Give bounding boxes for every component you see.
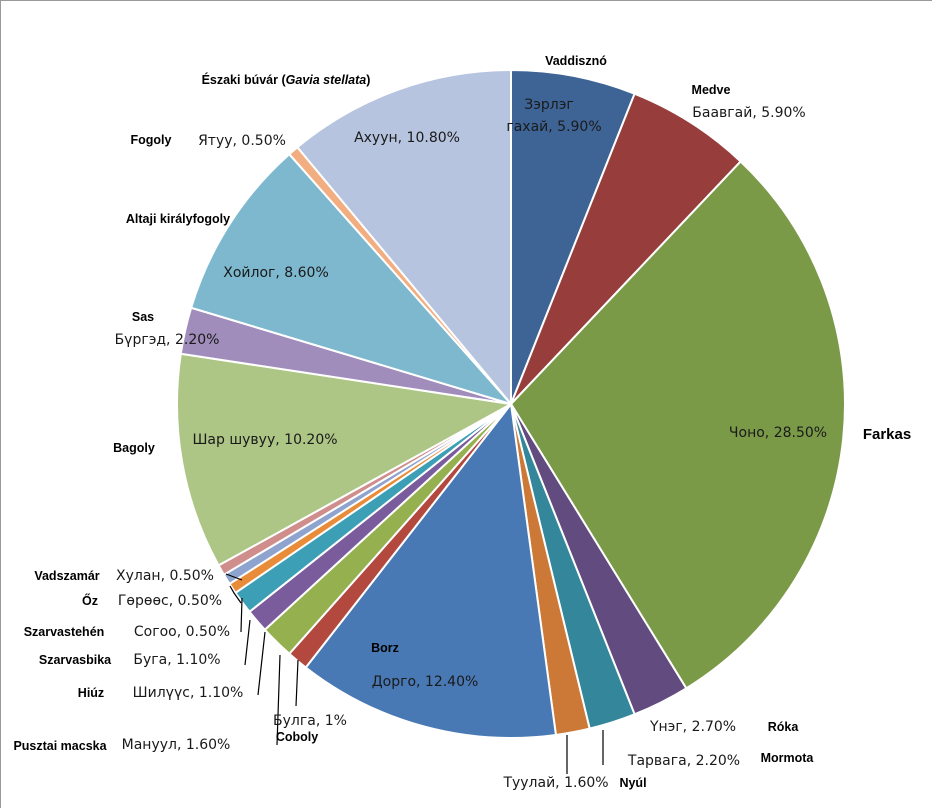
hu-label-eszaki-buvar: Északi búvár (Gavia stellata) [202, 72, 371, 87]
data-label-shiluus: Шилүүс, 1.10% [133, 685, 244, 701]
data-label-akhuun: Ахуун, 10.80% [354, 130, 460, 146]
data-label-tuulai: Туулай, 1.60% [502, 775, 608, 791]
data-label-burged: Бүргэд, 2.20% [115, 332, 220, 348]
leader-line-2 [229, 585, 242, 604]
hu-label-fogoly: Fogoly [131, 133, 172, 147]
data-label-manuul: Мануул, 1.60% [122, 737, 231, 753]
hu-label-sas: Sas [132, 310, 154, 324]
data-label-tarvaga: Тарвага, 2.20% [627, 753, 740, 769]
hu-label-bagoly: Bagoly [113, 441, 155, 455]
data-label-khulan: Хулан, 0.50% [116, 568, 214, 584]
leader-line-4 [244, 619, 251, 666]
leader-line-3 [240, 597, 243, 633]
hu-label-eszaki-buvar-part1: Északi búvár ( [202, 72, 287, 87]
hu-label-szarvasbika: Szarvasbika [39, 653, 112, 667]
data-label-chono: Чоно, 28.50% [729, 425, 827, 441]
hu-label-medve: Medve [692, 83, 731, 97]
pie-slice-3 [510, 160, 846, 690]
leader-line-1 [225, 573, 243, 581]
hu-label-altaji-kiralyfogoly: Altaji királyfogoly [126, 212, 230, 226]
data-label-yatuu: Ятуу, 0.50% [198, 133, 286, 149]
pie-slice-15 [176, 352, 512, 567]
hu-label-oz: Őz [82, 593, 98, 608]
data-label-goroos: Гөрөөс, 0.50% [118, 593, 222, 609]
leader-line-5 [257, 631, 266, 696]
data-label-zerleg-gahai-line1: Зэрлэг [524, 97, 574, 113]
hu-label-farkas: Farkas [863, 426, 911, 443]
hu-label-vadszamar: Vadszamár [34, 569, 99, 583]
leader-line-6 [276, 654, 281, 746]
hu-label-pusztai-macska: Pusztai macska [13, 739, 107, 753]
hu-label-roka: Róka [768, 720, 800, 734]
hu-label-vaddiszno: Vaddisznó [545, 54, 607, 68]
hu-label-coboly: Coboly [276, 730, 318, 744]
hu-label-borz: Borz [371, 641, 399, 655]
pie-slice-2 [510, 92, 742, 405]
pie-slice-1 [510, 69, 636, 405]
data-label-shar-shuvuu: Шар шувуу, 10.20% [192, 432, 337, 448]
data-label-dorgo: Дорго, 12.40% [372, 674, 479, 690]
pie-slice-7 [304, 403, 557, 739]
data-label-zerleg-gahai-line2: гахай, 5.90% [506, 119, 601, 135]
hu-label-eszaki-buvar-part3: ) [366, 73, 370, 87]
pie-slice-19 [296, 69, 512, 405]
hu-label-nyul: Nyúl [619, 776, 646, 790]
hu-label-hiuz: Hiúz [78, 686, 104, 700]
data-label-baavgai: Баавгай, 5.90% [692, 105, 805, 121]
data-label-sogoo: Согоо, 0.50% [134, 624, 230, 640]
hu-label-szarvastehen: Szarvastehén [24, 625, 105, 639]
pie-slice-17 [190, 153, 512, 405]
hu-label-mormota: Mormota [761, 751, 815, 765]
leader-lines [225, 573, 604, 774]
data-label-buga: Буга, 1.10% [133, 652, 220, 668]
data-label-uneg: Үнэг, 2.70% [649, 719, 736, 735]
pie-slices [176, 69, 846, 739]
leader-line-7 [295, 659, 299, 707]
data-label-khoilog: Хойлог, 8.60% [223, 265, 329, 281]
data-label-bulga: Булга, 1% [273, 713, 347, 729]
hu-label-eszaki-buvar-part2: Gavia stellata [286, 73, 367, 87]
